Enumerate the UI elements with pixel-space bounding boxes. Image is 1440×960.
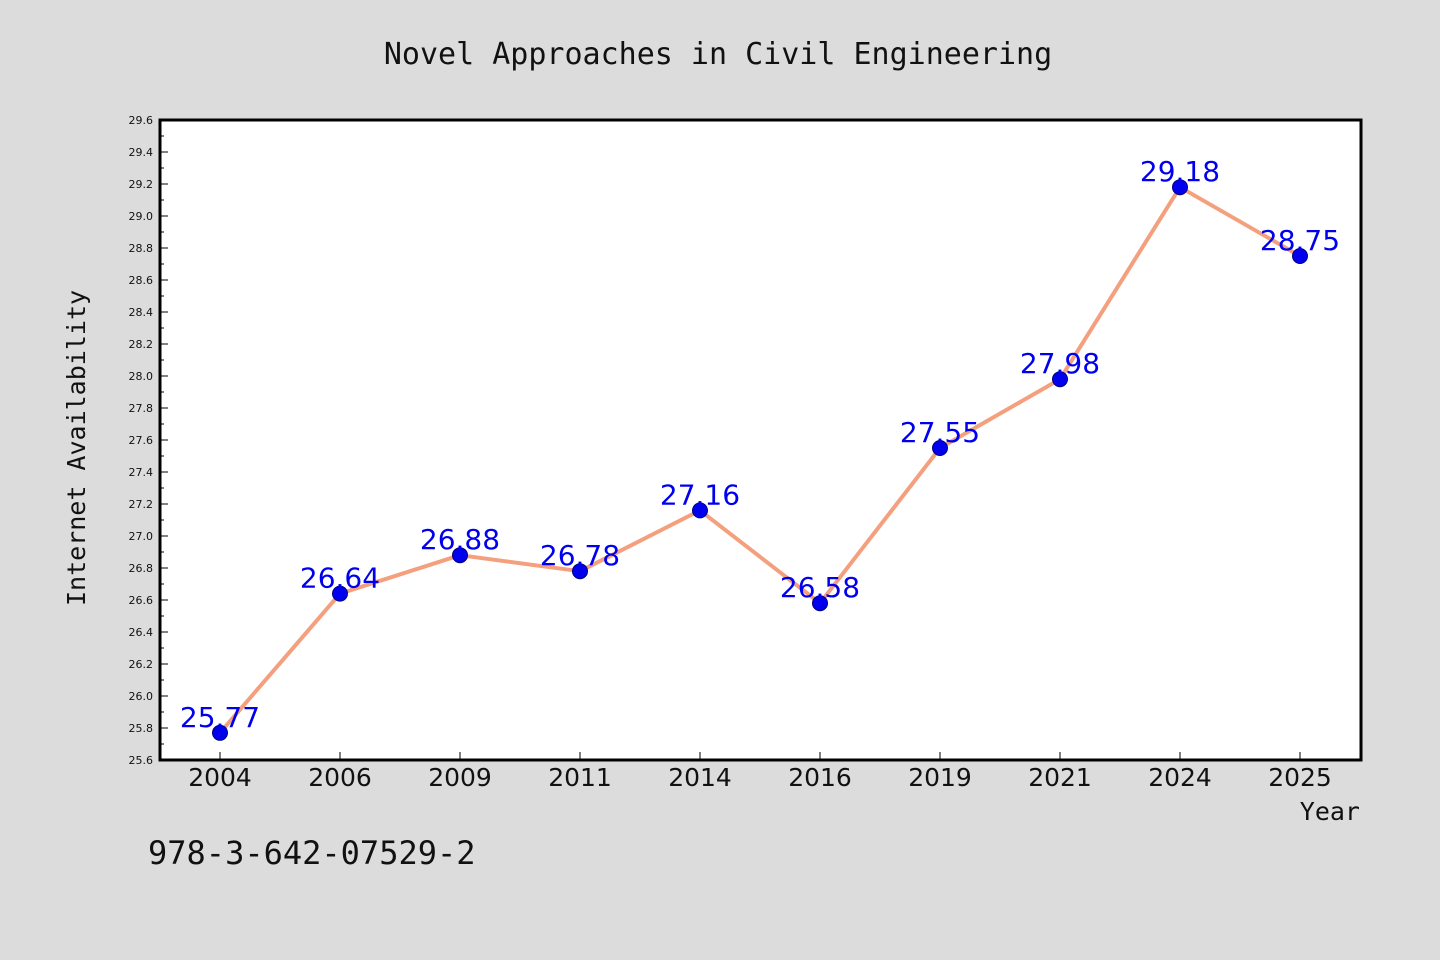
data-point-marker (332, 585, 348, 602)
x-tick-label: 2021 (1028, 763, 1092, 792)
data-point-label: 27.98 (1020, 347, 1100, 380)
data-point-marker (1052, 371, 1068, 388)
x-tick-label: 2016 (788, 763, 852, 792)
series-line (218, 185, 1302, 735)
data-point-marker (212, 724, 228, 741)
y-tick-label: 28.0 (129, 370, 154, 383)
isbn-label: 978-3-642-07529-2 (148, 834, 476, 872)
data-point-label: 26.88 (420, 523, 500, 556)
data-point-marker (1172, 179, 1188, 196)
x-tick-label: 2014 (668, 763, 732, 792)
series-markers (212, 179, 1308, 741)
y-tick-label: 29.6 (129, 114, 154, 127)
y-tick-label: 25.6 (129, 754, 154, 767)
y-tick-label: 27.2 (129, 498, 154, 511)
x-tick-label: 2009 (428, 763, 492, 792)
y-tick-label: 26.2 (129, 658, 154, 671)
data-point-marker (452, 547, 468, 564)
x-tick-label: 2019 (908, 763, 972, 792)
x-axis-label: Year (1300, 797, 1360, 826)
y-tick-label: 28.8 (129, 242, 154, 255)
y-tick-label: 28.4 (129, 306, 154, 319)
data-point-marker (812, 595, 828, 612)
data-point-label: 26.78 (540, 539, 620, 572)
y-tick-label: 27.4 (129, 466, 154, 479)
data-point-label: 28.75 (1260, 224, 1340, 257)
data-labels: 25.77 26.64 26.88 26.78 27.16 26.58 27.55 27.98… (180, 155, 1340, 734)
x-tick-label: 2011 (548, 763, 612, 792)
y-tick-label: 27.8 (129, 402, 154, 415)
y-tick-label: 29.4 (129, 146, 154, 159)
data-point-label: 27.55 (900, 416, 980, 449)
plot-area (160, 120, 1361, 760)
data-point-label: 27.16 (660, 478, 740, 511)
data-point-label: 26.58 (780, 571, 860, 604)
data-point-label: 26.64 (300, 562, 380, 595)
x-tick-label: 2006 (308, 763, 372, 792)
data-point-label: 29.18 (1140, 155, 1220, 188)
data-point-label: 25.77 (180, 701, 260, 734)
x-tick-label: 2024 (1148, 763, 1212, 792)
y-tick-label: 28.6 (129, 274, 154, 287)
chart-title: Novel Approaches in Civil Engineering (384, 37, 1052, 72)
data-point-marker (692, 502, 708, 519)
y-tick-label: 29.2 (129, 178, 154, 191)
y-tick-label: 26.0 (129, 690, 154, 703)
y-tick-label: 26.8 (129, 562, 154, 575)
x-tick-label: 2004 (188, 763, 252, 792)
y-tick-label: 25.8 (129, 722, 154, 735)
data-point-marker (1292, 248, 1308, 264)
x-tick-label: 2025 (1268, 763, 1332, 792)
y-axis-label: Internet Availability (62, 290, 91, 606)
x-axis-ticks: 2004 2006 2009 2011 2014 2016 2019 2021 2024 2025 (188, 752, 1332, 792)
y-tick-label: 28.2 (129, 338, 154, 351)
y-tick-label: 26.4 (129, 626, 154, 639)
y-tick-label: 29.0 (129, 210, 154, 223)
data-point-marker (932, 440, 948, 456)
plot-frame (158, 118, 1363, 762)
y-tick-label: 27.0 (129, 530, 154, 543)
y-tick-label: 26.6 (129, 594, 154, 607)
y-tick-label: 27.6 (129, 434, 154, 447)
y-axis-ticks: 25.6 25.8 26.0 26.2 26.4 26.6 26.8 27.0 27.2 27.4… (129, 114, 168, 767)
data-point-marker (572, 563, 588, 580)
